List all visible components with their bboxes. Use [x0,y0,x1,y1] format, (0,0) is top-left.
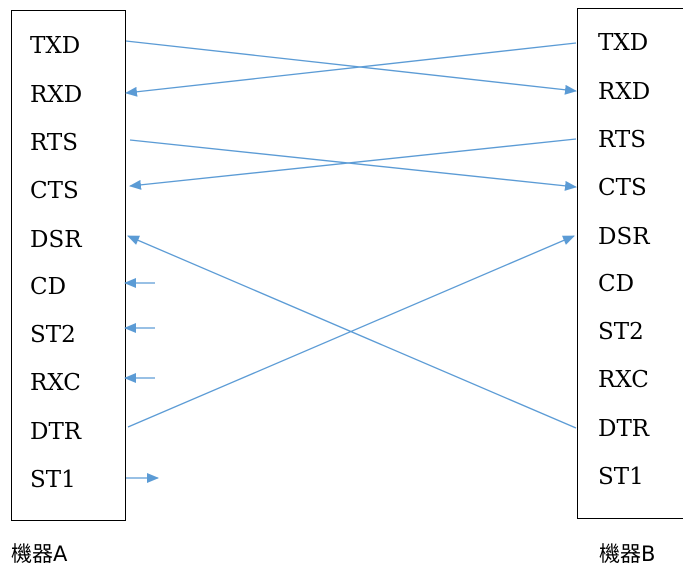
wire-b-dtr-to-a-dsr [127,235,577,429]
device-a-signal-cts: CTS [30,178,79,204]
wire-a-dtr-to-b-dsr [127,235,575,428]
device-b-signal-rxc: RXC [598,367,649,393]
device-a-signal-cd: CD [30,274,67,300]
device-b-signal-rxd: RXD [598,79,651,105]
device-b-signal-cts: CTS [598,175,647,201]
wire-a-txd-to-b-rxd [125,40,577,95]
device-b-signal-st2: ST2 [598,319,644,345]
device-a-label: 機器A [11,542,68,566]
device-b-signal-dsr: DSR [598,224,650,250]
device-b-signal-dtr: DTR [598,416,650,442]
device-b-label: 機器B [599,542,656,566]
device-a-signal-dtr: DTR [30,419,82,445]
device-b-signal-rts: RTS [598,127,647,153]
device-a-signal-rts: RTS [30,130,79,156]
device-a-signal-st1: ST1 [30,467,76,493]
wire-a-rts-to-b-cts [129,139,577,191]
device-b-signal-txd: TXD [598,30,649,56]
device-a-signal-txd: TXD [30,33,81,59]
device-a-signal-rxd: RXD [30,82,83,108]
wire-b-rts-to-a-cts [129,138,577,190]
device-a-box [11,10,126,521]
device-a-signal-rxc: RXC [30,370,81,396]
device-a-signal-dsr: DSR [30,227,82,253]
device-b-signal-cd: CD [598,271,635,297]
wire-b-txd-to-a-rxd [125,42,577,97]
device-b-box [577,8,683,519]
device-a-signal-st2: ST2 [30,322,76,348]
device-b-signal-st1: ST1 [598,464,644,490]
